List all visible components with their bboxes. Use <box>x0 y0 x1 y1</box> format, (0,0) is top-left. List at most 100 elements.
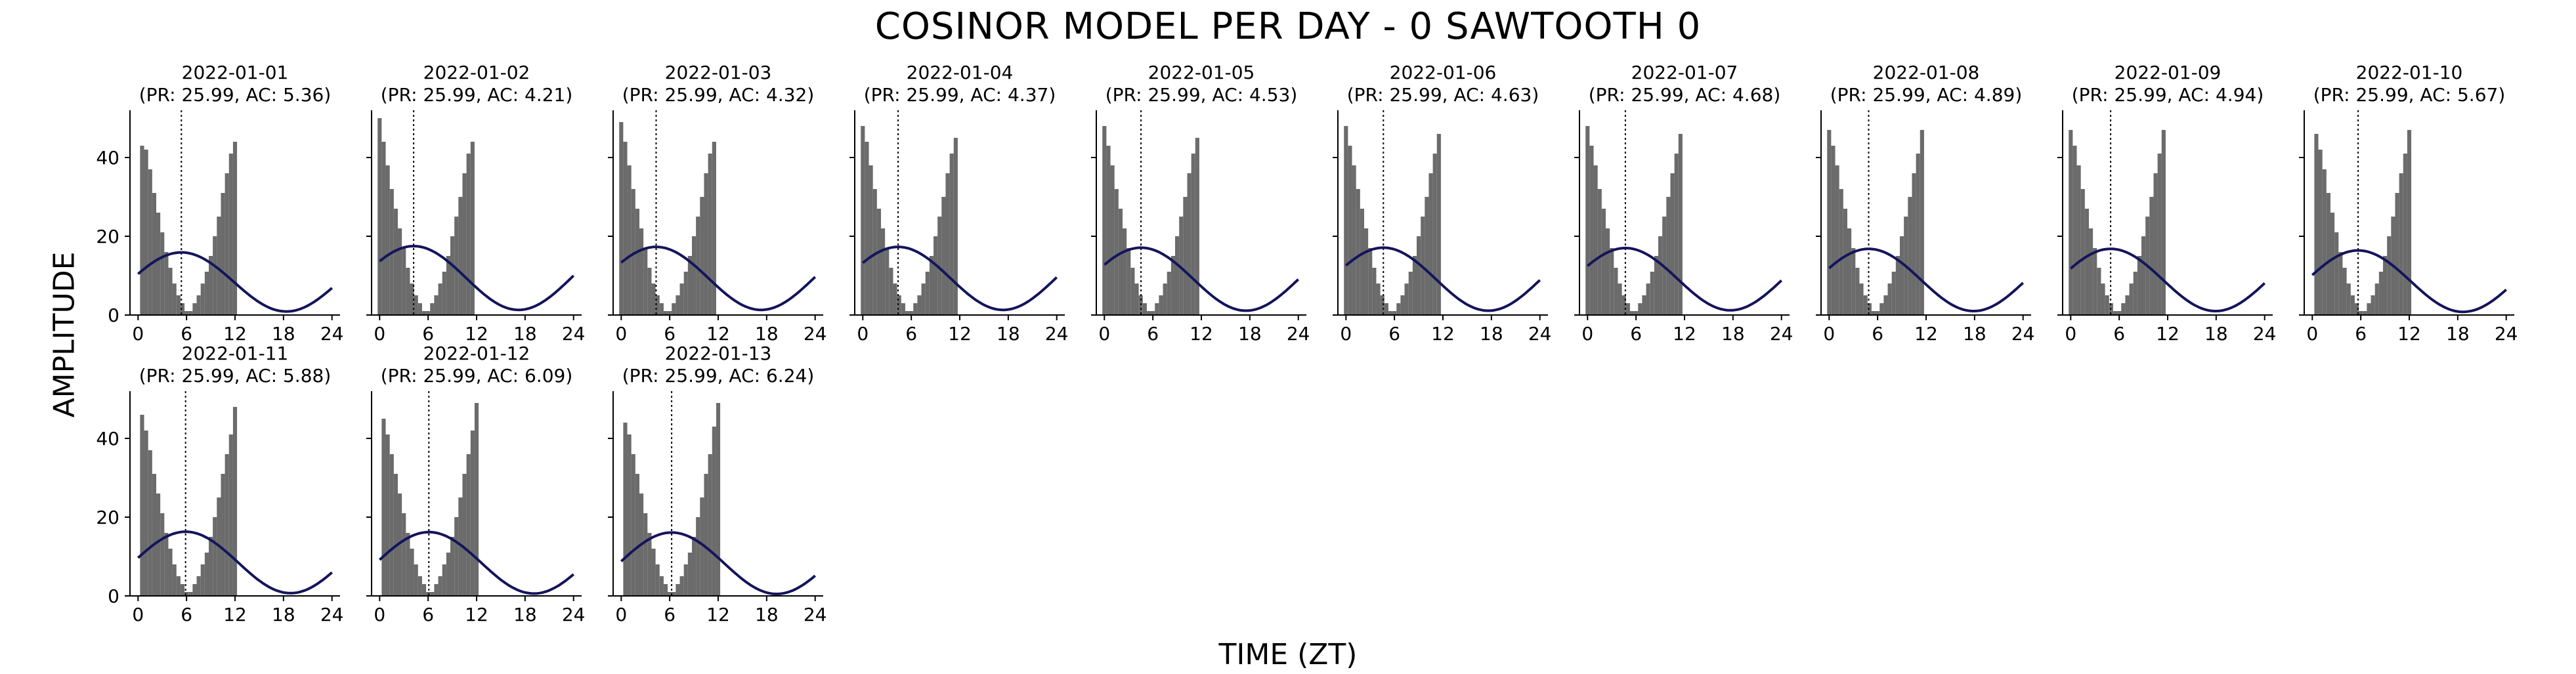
histogram-bar <box>418 576 422 596</box>
histogram-bar <box>712 427 716 596</box>
day-panel: 2022-01-02(PR: 25.99, AC: 4.21) 0 6 12 18 24 <box>366 62 586 345</box>
histogram-bar <box>885 248 890 315</box>
x-tick-label: 18 <box>755 323 779 345</box>
histogram-bar <box>1436 134 1441 315</box>
histogram-bar <box>1195 138 1199 315</box>
histogram-bar <box>192 303 197 315</box>
histogram-bar <box>1146 311 1151 315</box>
x-tick-label: 24 <box>562 323 586 345</box>
histogram-bar <box>676 295 680 315</box>
histogram-bar <box>402 248 406 315</box>
histogram-bar <box>385 165 390 315</box>
histogram-bar <box>1658 236 1663 315</box>
panel-date: 2022-01-03 <box>665 62 772 83</box>
histogram-bar <box>2093 248 2097 315</box>
histogram-bar <box>140 146 144 315</box>
histogram-bar <box>708 454 712 596</box>
histogram-bar <box>941 197 946 315</box>
histogram-bar <box>2314 134 2319 315</box>
panel-subtitle: (PR: 25.99, AC: 4.53) <box>1106 84 1298 106</box>
cosinor-curve <box>1587 247 1783 312</box>
histogram-bar <box>663 584 668 596</box>
histogram-bar <box>204 553 209 596</box>
histogram-bar <box>651 549 656 596</box>
histogram-bar <box>1650 272 1654 315</box>
histogram-bar <box>196 295 201 315</box>
histogram-bar <box>144 150 148 315</box>
panel-subtitle: (PR: 25.99, AC: 4.37) <box>864 84 1056 106</box>
x-tick-label: 0 <box>374 604 385 625</box>
day-panel: 2022-01-09(PR: 25.99, AC: 4.94) 0 6 12 18 24 <box>2057 62 2277 345</box>
histogram-bar <box>2342 268 2347 315</box>
histogram-bar <box>2322 169 2327 315</box>
histogram-bar <box>421 311 427 315</box>
x-tick-label: 0 <box>615 323 627 345</box>
histogram-bar <box>1900 236 1904 315</box>
x-tick-label: 6 <box>664 604 676 625</box>
histogram-bar <box>679 576 684 596</box>
histogram-bar <box>466 154 471 315</box>
histogram-bar <box>1163 284 1167 315</box>
histogram-bar <box>1601 209 1606 315</box>
histogram-bar <box>2318 150 2323 315</box>
histogram-bar <box>385 434 390 596</box>
histogram-bar <box>1425 197 1429 315</box>
histogram-bar <box>1134 284 1139 315</box>
x-tick-label: 12 <box>2156 323 2179 345</box>
x-tick-label: 24 <box>320 323 344 345</box>
histogram-bar <box>1855 268 1860 315</box>
histogram-bar <box>2326 193 2330 315</box>
histogram-bar <box>1151 311 1155 315</box>
histogram-bar <box>1400 295 1405 315</box>
histogram-bar <box>2080 189 2085 315</box>
histogram-bar <box>663 311 668 315</box>
x-tick-label: 12 <box>223 604 247 625</box>
x-tick-label: 6 <box>1630 323 1642 345</box>
x-tick-label: 12 <box>465 604 488 625</box>
histogram-bar <box>458 197 463 315</box>
histogram-bar <box>659 576 664 596</box>
histogram-bar <box>1843 209 1847 315</box>
histogram-bar <box>402 513 406 596</box>
histogram-bar <box>635 209 639 315</box>
histogram-bar <box>1360 209 1364 315</box>
x-tick-label: 24 <box>1287 323 1310 345</box>
x-tick-label: 18 <box>2446 323 2470 345</box>
histogram-bar <box>442 564 446 596</box>
histogram-bar <box>2101 284 2105 315</box>
x-tick-label: 0 <box>1581 323 1593 345</box>
panel-subtitle: (PR: 25.99, AC: 5.36) <box>139 84 332 106</box>
x-tick-label: 12 <box>1190 323 1213 345</box>
histogram-bar <box>140 415 144 596</box>
histogram-bar <box>470 142 475 315</box>
histogram-bar <box>184 311 189 315</box>
histogram-bar <box>2089 228 2093 315</box>
histogram-bar <box>1654 256 1658 315</box>
panel-date: 2022-01-01 <box>182 62 289 83</box>
histogram-bar <box>643 513 648 596</box>
histogram-bar <box>2346 284 2351 315</box>
histogram-bar <box>148 450 152 596</box>
x-tick-label: 6 <box>1388 323 1400 345</box>
histogram-bar <box>683 272 688 315</box>
histogram-bar <box>1589 146 1594 315</box>
histogram-bar <box>421 584 427 596</box>
x-tick-label: 12 <box>1673 323 1696 345</box>
histogram-bar <box>897 295 901 315</box>
histogram-bar <box>668 592 672 596</box>
panel-date: 2022-01-07 <box>1631 62 1738 83</box>
histogram-bar <box>1593 165 1598 315</box>
histogram-bar <box>2125 295 2130 315</box>
histogram-bar <box>164 533 169 596</box>
x-tick-label: 0 <box>132 604 144 625</box>
histogram-bar <box>865 142 869 315</box>
x-tick-label: 6 <box>181 323 192 345</box>
x-tick-label: 6 <box>1872 323 1883 345</box>
panel-date: 2022-01-13 <box>665 343 772 364</box>
x-tick-label: 0 <box>1340 323 1352 345</box>
cosinor-curve <box>1828 247 2025 312</box>
histogram-bar <box>1597 189 1602 315</box>
histogram-bar <box>1887 284 1892 315</box>
histogram-bar <box>1159 295 1163 315</box>
